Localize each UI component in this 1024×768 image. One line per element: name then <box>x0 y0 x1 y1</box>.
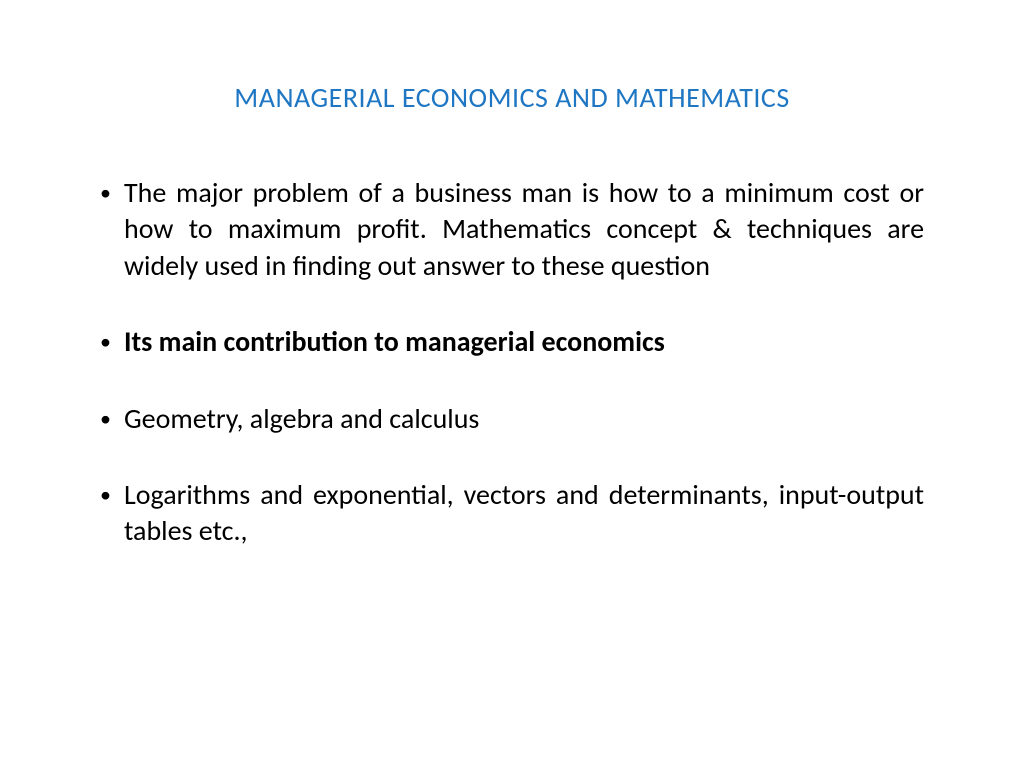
slide-title: MANAGERIAL ECONOMICS AND MATHEMATICS <box>100 80 924 115</box>
bullet-item: • Its main contribution to managerial ec… <box>100 324 924 360</box>
bullet-item: • The major problem of a business man is… <box>100 175 924 284</box>
bullet-item: • Geometry, algebra and calculus <box>100 401 924 437</box>
bullet-marker-icon: • <box>100 477 124 510</box>
bullet-list: • The major problem of a business man is… <box>100 175 924 550</box>
bullet-marker-icon: • <box>100 324 124 357</box>
bullet-text: Geometry, algebra and calculus <box>124 401 924 437</box>
bullet-marker-icon: • <box>100 175 124 208</box>
bullet-marker-icon: • <box>100 401 124 434</box>
bullet-text: Its main contribution to managerial econ… <box>124 324 924 360</box>
bullet-text: Logarithms and exponential, vectors and … <box>124 477 924 550</box>
bullet-item: • Logarithms and exponential, vectors an… <box>100 477 924 550</box>
bullet-text: The major problem of a business man is h… <box>124 175 924 284</box>
